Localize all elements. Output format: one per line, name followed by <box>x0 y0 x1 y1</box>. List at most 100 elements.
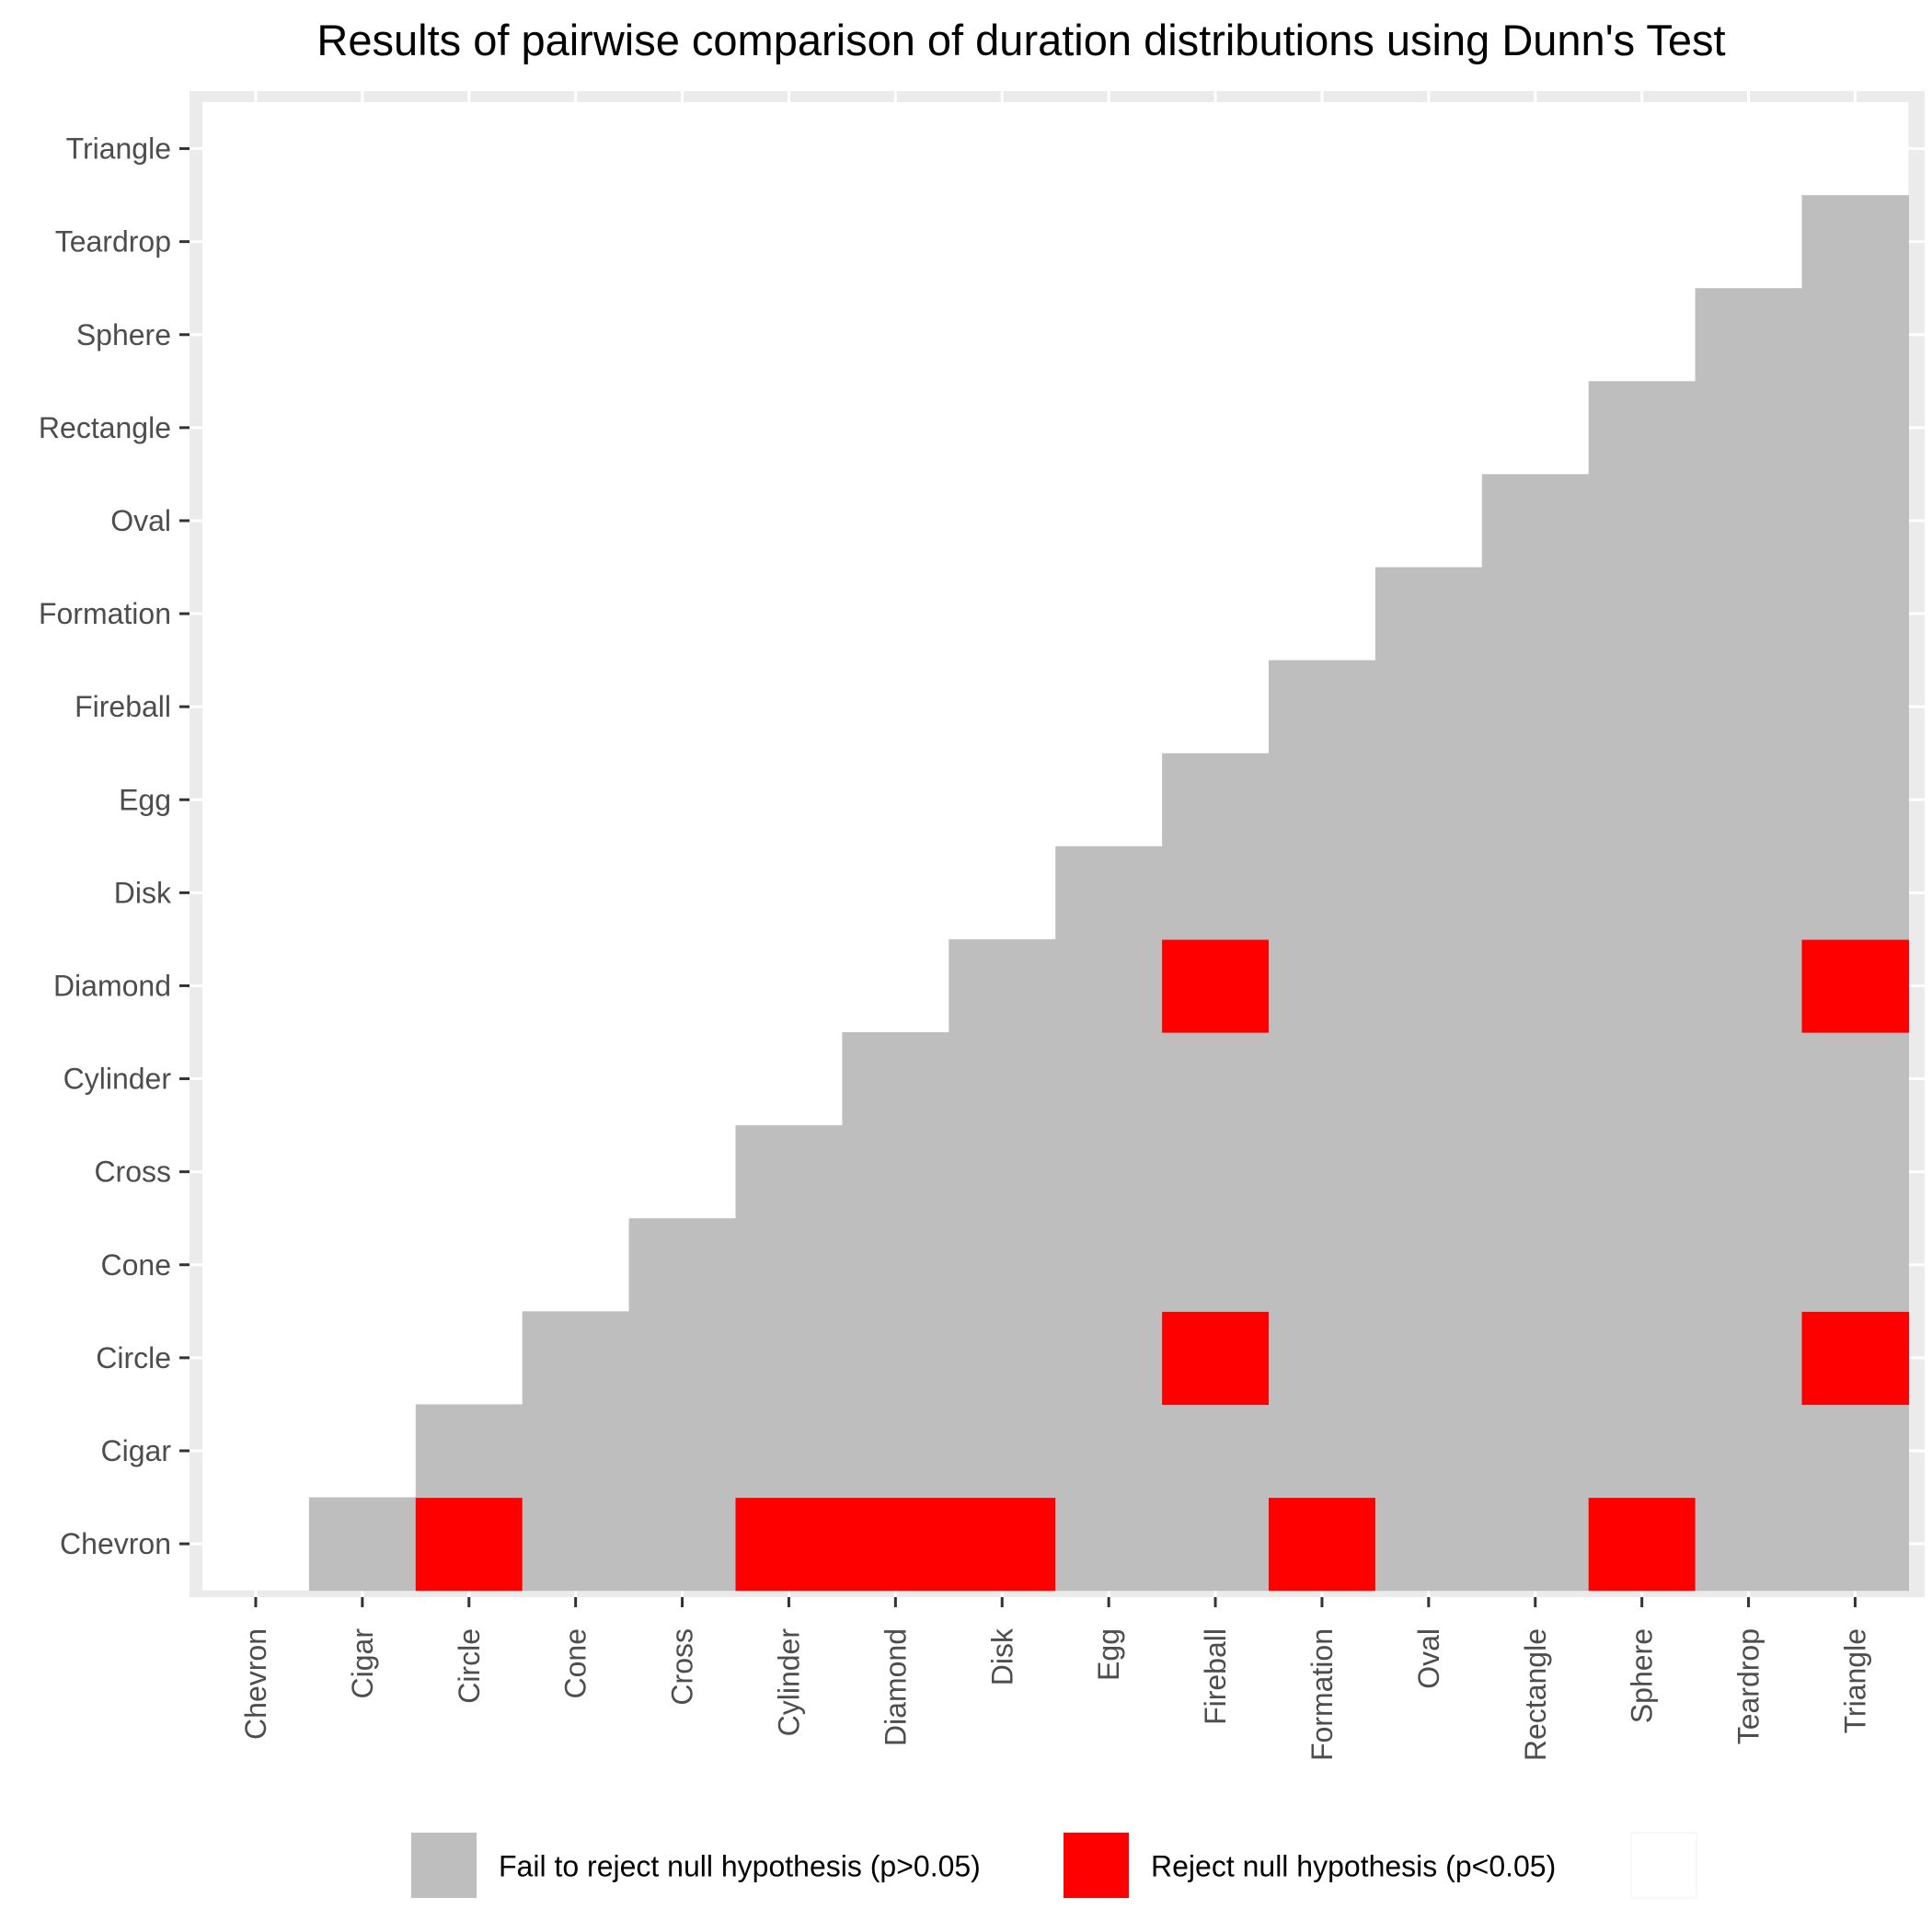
x-tick-label-circle: Circle <box>453 1628 486 1704</box>
y-tick-label-egg: Egg <box>119 783 171 816</box>
cell-disk-fireball <box>1162 845 1270 940</box>
cell-cone-oval <box>1374 1218 1483 1312</box>
cell-disk-formation <box>1269 845 1376 940</box>
cell-cross-disk <box>949 1125 1056 1219</box>
cell-cone-egg <box>1055 1218 1163 1312</box>
legend-key-reject <box>1064 1833 1129 1898</box>
cell-diamond-fireball <box>1162 938 1270 1033</box>
y-tick-label-cross: Cross <box>94 1156 171 1189</box>
cell-circle-oval <box>1374 1311 1483 1405</box>
cell-formation-rectangle <box>1481 567 1590 661</box>
heatmap-cells <box>308 195 1909 1592</box>
y-tick-label-sphere: Sphere <box>76 318 171 351</box>
cell-diamond-teardrop <box>1695 938 1803 1033</box>
cell-cone-disk <box>949 1218 1056 1312</box>
cell-egg-sphere <box>1588 753 1696 847</box>
cell-oval-triangle <box>1801 474 1909 569</box>
cell-fireball-sphere <box>1588 660 1696 754</box>
y-tick-label-chevron: Chevron <box>60 1527 171 1560</box>
cell-diamond-formation <box>1269 938 1376 1033</box>
cell-cross-sphere <box>1588 1125 1696 1219</box>
cell-circle-sphere <box>1588 1311 1696 1405</box>
cell-sphere-triangle <box>1801 288 1909 382</box>
cell-circle-cross <box>628 1311 737 1405</box>
cell-chevron-disk <box>949 1497 1056 1592</box>
legend-key-none <box>1630 1832 1697 1899</box>
cell-cross-formation <box>1269 1125 1376 1219</box>
cell-chevron-cone <box>522 1497 630 1592</box>
cell-cigar-rectangle <box>1481 1404 1590 1499</box>
cell-cigar-triangle <box>1801 1404 1909 1499</box>
cell-oval-teardrop <box>1695 474 1803 569</box>
cell-diamond-egg <box>1055 938 1163 1033</box>
cell-disk-triangle <box>1801 845 1909 940</box>
cell-disk-sphere <box>1588 845 1696 940</box>
cell-cigar-cylinder <box>735 1404 843 1499</box>
cell-cylinder-diamond <box>842 1032 949 1126</box>
cell-cylinder-oval <box>1374 1032 1483 1126</box>
cell-rectangle-teardrop <box>1695 381 1803 475</box>
cell-circle-triangle <box>1801 1311 1909 1405</box>
cell-cone-rectangle <box>1481 1218 1590 1312</box>
y-tick-label-diamond: Diamond <box>53 969 171 1002</box>
cell-circle-disk <box>949 1311 1056 1405</box>
cell-chevron-cigar <box>308 1497 417 1592</box>
cell-sphere-teardrop <box>1695 288 1803 382</box>
cell-disk-teardrop <box>1695 845 1803 940</box>
cell-cone-teardrop <box>1695 1218 1803 1312</box>
y-tick-label-cylinder: Cylinder <box>63 1063 172 1096</box>
cell-cone-sphere <box>1588 1218 1696 1312</box>
cell-cigar-disk <box>949 1404 1056 1499</box>
cell-circle-teardrop <box>1695 1311 1803 1405</box>
x-axis: Chevron Cigar Circle Cone Cross Cylinder Diamo… <box>239 1597 1871 1761</box>
y-tick-label-oval: Oval <box>110 504 171 537</box>
x-tick-label-diamond: Diamond <box>879 1628 912 1746</box>
cell-cylinder-teardrop <box>1695 1032 1803 1126</box>
cell-egg-rectangle <box>1481 753 1590 847</box>
cell-formation-teardrop <box>1695 567 1803 661</box>
cell-egg-oval <box>1374 753 1483 847</box>
cell-egg-formation <box>1269 753 1376 847</box>
cell-cylinder-formation <box>1269 1032 1376 1126</box>
cell-cigar-sphere <box>1588 1404 1696 1499</box>
cell-diamond-triangle <box>1801 938 1909 1033</box>
y-tick-label-formation: Formation <box>39 597 171 630</box>
y-tick-label-triangle: Triangle <box>66 132 171 166</box>
y-tick-label-fireball: Fireball <box>75 690 171 723</box>
y-axis: Chevron Cigar Circle Cone Cross Cylinder Diamo… <box>39 132 190 1560</box>
cell-chevron-rectangle <box>1481 1497 1590 1592</box>
cell-egg-teardrop <box>1695 753 1803 847</box>
cell-oval-rectangle <box>1481 474 1590 569</box>
cell-cross-rectangle <box>1481 1125 1590 1219</box>
cell-fireball-oval <box>1374 660 1483 754</box>
x-tick-label-cylinder: Cylinder <box>772 1628 805 1737</box>
cell-cigar-fireball <box>1162 1404 1270 1499</box>
cell-cross-triangle <box>1801 1125 1909 1219</box>
cell-disk-rectangle <box>1481 845 1590 940</box>
cell-cylinder-egg <box>1055 1032 1163 1126</box>
cell-formation-triangle <box>1801 567 1909 661</box>
cell-diamond-disk <box>949 938 1056 1033</box>
cell-rectangle-sphere <box>1588 381 1696 475</box>
cell-circle-formation <box>1269 1311 1376 1405</box>
cell-cone-fireball <box>1162 1218 1270 1312</box>
cell-diamond-sphere <box>1588 938 1696 1033</box>
y-tick-label-circle: Circle <box>96 1341 171 1374</box>
cell-egg-fireball <box>1162 753 1270 847</box>
y-tick-label-disk: Disk <box>114 876 172 909</box>
legend-label-fail: Fail to reject null hypothesis (p>0.05) <box>499 1850 981 1883</box>
cell-cigar-formation <box>1269 1404 1376 1499</box>
cell-cross-teardrop <box>1695 1125 1803 1219</box>
cell-circle-cone <box>522 1311 630 1405</box>
cell-teardrop-triangle <box>1801 195 1909 289</box>
cell-cone-triangle <box>1801 1218 1909 1312</box>
cell-disk-egg <box>1055 845 1163 940</box>
cell-cigar-diamond <box>842 1404 949 1499</box>
cell-circle-fireball <box>1162 1311 1270 1405</box>
x-tick-label-teardrop: Teardrop <box>1732 1628 1765 1744</box>
chart-title: Results of pairwise comparison of durati… <box>316 16 1725 64</box>
x-tick-label-chevron: Chevron <box>239 1628 272 1740</box>
cell-fireball-rectangle <box>1481 660 1590 754</box>
cell-circle-rectangle <box>1481 1311 1590 1405</box>
